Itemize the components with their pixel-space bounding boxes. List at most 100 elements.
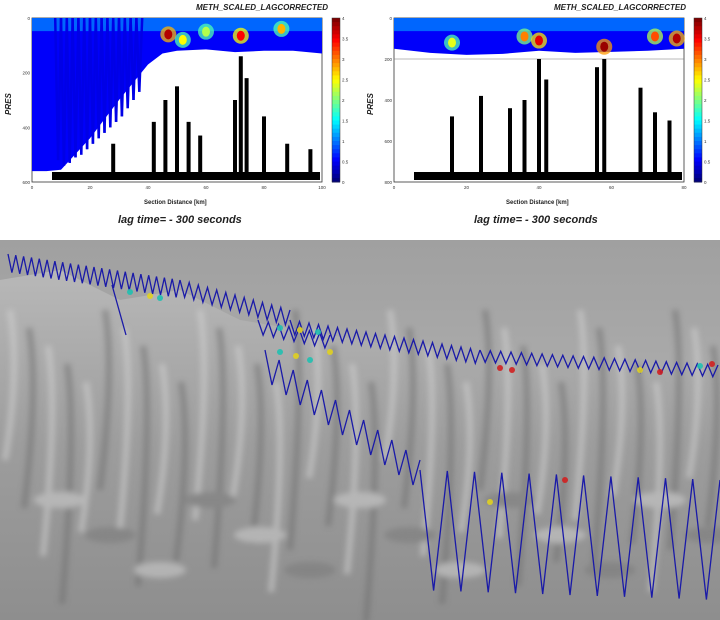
colorbar-tick-label: 1.5 [704, 119, 711, 124]
terrain-ridge [572, 309, 587, 521]
y-tick-label: 600 [384, 139, 392, 144]
colorbar-segment [332, 46, 340, 52]
glider-track-lines [7, 253, 720, 600]
terrain-ridge [363, 381, 378, 620]
scatter-spike [308, 149, 313, 177]
terrain-bump [84, 527, 136, 543]
colorbar-segment [694, 108, 702, 113]
tow-yo-profile [138, 17, 144, 92]
scatter-spike [522, 100, 527, 178]
scatter-spike [233, 100, 237, 177]
terrain-ridge [173, 381, 188, 563]
colorbar-tick-label: 3 [704, 57, 707, 62]
colorbar-tick-label: 2.5 [704, 78, 711, 83]
terrain-ridge [97, 309, 112, 491]
colorbar-tick-label: 0 [342, 180, 345, 185]
scatter-spike [186, 121, 191, 177]
colorbar-segment [332, 157, 340, 162]
y-tick-label: 400 [384, 98, 392, 103]
methane-hotspot-marker [487, 499, 493, 505]
terrain-ridge [40, 345, 55, 557]
colorbar-segment [332, 71, 340, 76]
terrain-bump [584, 562, 636, 578]
colorbar-segment [694, 128, 702, 134]
scatter-spike [544, 79, 549, 178]
colorbar-segment [694, 18, 702, 23]
colorbar-tick-label: 2.5 [342, 78, 349, 83]
colorbar-segment [332, 30, 340, 35]
colorbar-segment [332, 132, 340, 138]
colorbar-segment [332, 161, 340, 167]
terrain-ridge [401, 327, 416, 509]
x-tick-label: 20 [87, 185, 93, 190]
colorbar-segment [694, 132, 702, 138]
glider-track-deep [419, 469, 720, 600]
terrain-ridge [2, 309, 17, 461]
terrain-bump [284, 562, 336, 578]
colorbar-segment [332, 169, 340, 175]
data-coverage-region [32, 18, 322, 172]
colorbar-segment [332, 124, 340, 130]
colorbar-segment [332, 50, 340, 56]
terrain-ridge [268, 381, 283, 593]
colorbar-tick-label: 1 [342, 139, 345, 144]
y-tick-label: 0 [27, 16, 30, 21]
terrain-ridge [458, 381, 473, 533]
scatter-spike [262, 116, 266, 177]
y-tick-label: 600 [22, 180, 30, 185]
colorbar-segment [694, 30, 702, 35]
terrain-bump [684, 527, 720, 543]
colorbar-segment [332, 116, 340, 121]
colorbar-segment [694, 42, 702, 48]
colorbar-tick-label: 3 [342, 57, 345, 62]
colorbar-tick-label: 3.5 [704, 37, 711, 42]
colorbar-segment [694, 145, 702, 150]
scatter-spike [285, 143, 290, 177]
colorbar-segment [332, 173, 340, 179]
x-axis-label: Section Distance [km] [144, 200, 207, 206]
x-tick-label: 60 [609, 185, 615, 190]
terrain-ridge [534, 363, 549, 515]
terrain-bump [384, 527, 436, 543]
terrain-ridge [629, 363, 644, 545]
terrain-ridge [686, 327, 701, 479]
colorbar-segment [694, 38, 702, 44]
colorbar-segment [694, 67, 702, 72]
terrain-shading [2, 309, 720, 620]
colorbar-segment [694, 141, 702, 146]
terrain-bump [334, 492, 386, 508]
colorbar-segment [332, 149, 340, 154]
glider-track-segment [264, 349, 421, 486]
colorbar-segment [694, 124, 702, 130]
colorbar-segment [694, 50, 702, 56]
glider-track-loop [257, 319, 331, 350]
colorbar-frame [331, 17, 341, 183]
methane-hotspot-marker [277, 325, 283, 331]
lag-time-caption: lag time= - 300 seconds [118, 214, 242, 226]
colorbar-segment [694, 157, 702, 162]
methane-hotspot [236, 30, 245, 41]
x-tick-label: 60 [203, 185, 209, 190]
terrain-ridge [21, 327, 36, 509]
terrain-bump [234, 527, 286, 543]
colorbar-segment [694, 136, 702, 142]
x-tick-label: 20 [464, 185, 470, 190]
y-tick-label: 200 [384, 57, 392, 62]
colorbar-tick-label: 1 [704, 139, 707, 144]
colorbar-segment [332, 67, 340, 72]
x-tick-label: 0 [31, 185, 34, 190]
chart-panel-right: METH_SCALED_LAGCORRECTED PRES 0 0.5 1 1.5 2 2… [362, 0, 720, 236]
colorbar-segment [694, 169, 702, 175]
terrain-ridge [116, 327, 131, 539]
methane-hotspot-marker [709, 361, 715, 367]
scatter-spike [151, 121, 156, 177]
x-tick-label: 80 [261, 185, 267, 190]
chart-title: METH_SCALED_LAGCORRECTED [196, 3, 329, 12]
y-tick-label: 400 [22, 125, 30, 130]
terrain-ridge [78, 381, 93, 533]
terrain-ridge [325, 345, 340, 527]
colorbar-segment [332, 42, 340, 48]
colorbar-segment [332, 75, 340, 80]
x-tick-label: 40 [145, 185, 151, 190]
